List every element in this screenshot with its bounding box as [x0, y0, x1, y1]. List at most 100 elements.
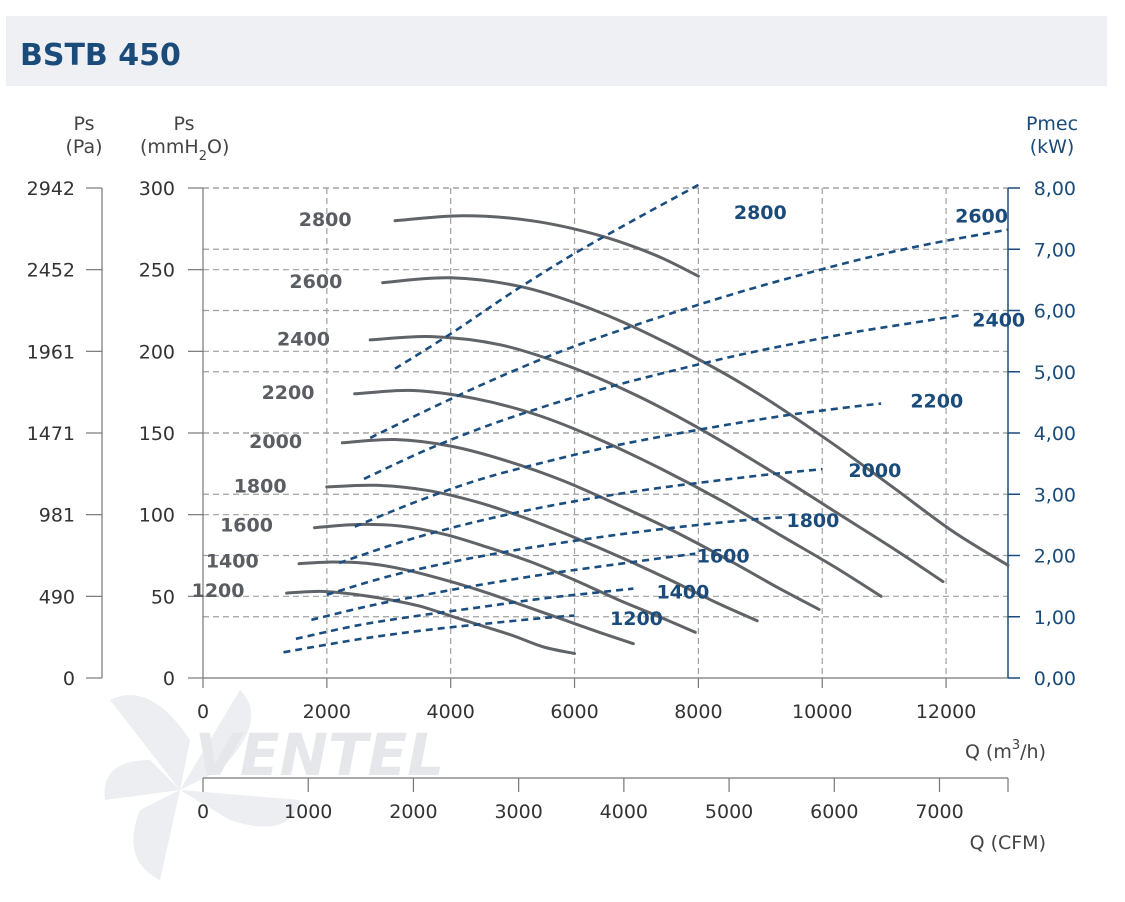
kw-tick-label: 7,00 — [1034, 239, 1076, 261]
mmh2o-tick-label: 300 — [139, 178, 175, 200]
power-label-2400: 2400 — [972, 310, 1025, 332]
m3h-tick-label: 0 — [197, 701, 209, 723]
fan-blade-logo — [104, 690, 300, 880]
kw-tick-label: 0,00 — [1034, 668, 1076, 690]
cfm-tick-label: 6000 — [810, 801, 858, 823]
pressure-curve-2800 — [393, 214, 700, 278]
m3h-tick-label: 8000 — [674, 701, 722, 723]
m3h-tick-label: 12000 — [916, 701, 976, 723]
pressure-curve-2000 — [340, 437, 821, 611]
pressure-curve-2200 — [353, 388, 883, 598]
power-curve-2000 — [338, 467, 823, 565]
power-curve-2200 — [354, 402, 882, 528]
power-curve-1400 — [295, 587, 634, 641]
curve-labels: 1200 1400 1600 1800 2000 2200 2400 2600 2800 1200… — [192, 202, 1026, 630]
pa-tick-label: 2942 — [27, 178, 75, 200]
tick-labels: 0490981147119612452294205010015020025030… — [27, 178, 1076, 823]
page-title: BSTB 450 — [20, 38, 181, 73]
kw-tick-label: 8,00 — [1034, 178, 1076, 200]
pressure-label-2200: 2200 — [262, 382, 315, 404]
kw-axis-title-line1: Pmec — [1026, 113, 1078, 135]
power-label-1200: 1200 — [610, 608, 663, 630]
pressure-curve-1200 — [285, 589, 576, 655]
power-label-2200: 2200 — [910, 391, 963, 413]
pa-tick-label: 2452 — [27, 260, 75, 282]
pressure-label-1400: 1400 — [206, 550, 259, 572]
watermark-text: VENTEL — [195, 721, 444, 789]
mmh2o-tick-label: 0 — [163, 668, 175, 690]
power-label-1400: 1400 — [656, 582, 709, 604]
pressure-label-1200: 1200 — [192, 580, 245, 602]
pressure-label-2400: 2400 — [277, 328, 330, 350]
kw-tick-label: 4,00 — [1034, 423, 1076, 445]
mmh2o-title-subscript: 2 — [199, 149, 207, 164]
m3h-tick-label: 10000 — [792, 701, 852, 723]
pa-tick-label: 0 — [63, 668, 75, 690]
kw-tick-label: 2,00 — [1034, 546, 1076, 568]
mmh2o-title-part-a: (mmH — [140, 136, 199, 158]
pa-axis-title-line1: Ps — [73, 113, 94, 135]
pressure-label-2000: 2000 — [249, 431, 302, 453]
pressure-curves — [285, 214, 1010, 655]
kw-tick-label: 1,00 — [1034, 607, 1076, 629]
power-curve-2800 — [394, 183, 700, 370]
cfm-tick-label: 4000 — [600, 801, 648, 823]
m3h-title-part-b: /h) — [1020, 741, 1046, 763]
kw-tick-label: 6,00 — [1034, 301, 1076, 323]
m3h-tick-label: 6000 — [550, 701, 598, 723]
cfm-tick-label: 5000 — [705, 801, 753, 823]
pa-tick-label: 981 — [39, 505, 75, 527]
header-band — [6, 16, 1107, 86]
mmh2o-tick-label: 250 — [139, 260, 175, 282]
power-curve-1600 — [311, 552, 696, 622]
cfm-tick-label: 1000 — [284, 801, 332, 823]
pressure-label-1600: 1600 — [220, 514, 273, 536]
axes — [86, 187, 1020, 792]
mmh2o-axis-title-line2: (mmH2O) — [140, 136, 229, 164]
power-label-2000: 2000 — [848, 460, 901, 482]
power-label-2600: 2600 — [955, 206, 1008, 228]
mmh2o-tick-label: 50 — [151, 586, 175, 608]
power-curve-2400 — [363, 314, 959, 481]
pressure-curve-2400 — [368, 334, 945, 584]
pa-axis-title-line2: (Pa) — [65, 136, 102, 158]
pressure-curve-1400 — [297, 560, 635, 646]
mmh2o-tick-label: 150 — [139, 423, 175, 445]
m3h-axis-title: Q (m3/h) — [965, 738, 1046, 763]
brand-watermark: VENTEL — [104, 690, 444, 880]
power-label-1800: 1800 — [786, 510, 839, 532]
power-curve-1800 — [326, 516, 783, 596]
m3h-title-part-a: Q (m — [965, 741, 1012, 763]
pa-tick-label: 1961 — [27, 341, 75, 363]
mmh2o-title-part-b: O) — [207, 136, 229, 158]
power-label-2800: 2800 — [734, 202, 787, 224]
kw-tick-label: 3,00 — [1034, 484, 1076, 506]
pressure-curve-1600 — [313, 522, 697, 634]
m3h-tick-label: 2000 — [303, 701, 351, 723]
grid — [203, 187, 1008, 678]
m3h-title-superscript: 3 — [1012, 738, 1020, 753]
pressure-curve-1800 — [325, 483, 759, 623]
cfm-axis-title: Q (CFM) — [970, 832, 1046, 854]
kw-axis-title-line2: (kW) — [1030, 136, 1075, 158]
m3h-tick-label: 4000 — [427, 701, 475, 723]
cfm-tick-label: 0 — [197, 801, 209, 823]
power-label-1600: 1600 — [697, 546, 750, 568]
pressure-curve-2600 — [381, 276, 1010, 567]
pa-tick-label: 490 — [39, 586, 75, 608]
power-curve-2600 — [369, 228, 1009, 440]
pa-tick-label: 1471 — [27, 423, 75, 445]
cfm-tick-label: 7000 — [915, 801, 963, 823]
mmh2o-tick-label: 100 — [139, 505, 175, 527]
kw-tick-label: 5,00 — [1034, 362, 1076, 384]
cfm-tick-label: 3000 — [494, 801, 542, 823]
power-curves — [283, 183, 1009, 654]
mmh2o-axis-title-line1: Ps — [173, 113, 194, 135]
pressure-label-1800: 1800 — [234, 475, 287, 497]
cfm-tick-label: 2000 — [389, 801, 437, 823]
pressure-label-2800: 2800 — [299, 209, 352, 231]
pressure-label-2600: 2600 — [289, 271, 342, 293]
power-curve-1200 — [283, 614, 575, 654]
mmh2o-tick-label: 200 — [139, 341, 175, 363]
